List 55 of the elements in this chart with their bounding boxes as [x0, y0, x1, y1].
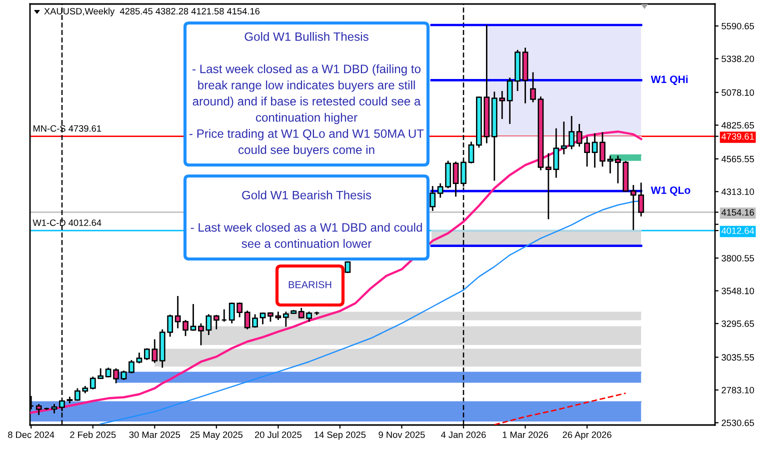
candlestick — [592, 132, 598, 168]
candlestick — [252, 314, 258, 328]
x-tick-label: 26 Apr 2026 — [562, 431, 612, 440]
candlestick — [206, 314, 212, 336]
x-tick-label: 25 May 2025 — [190, 431, 243, 440]
candlestick — [244, 310, 250, 330]
y-tick-label: 4313.10 — [721, 188, 754, 196]
y-tick-label: 4825.65 — [721, 122, 754, 129]
x-tick-label: 30 Mar 2025 — [129, 431, 180, 438]
candlestick — [530, 72, 536, 103]
annotation: BEARISH — [288, 281, 332, 288]
x-tick-label: 1 Mar 2026 — [502, 431, 548, 438]
y-tick-label: 3548.10 — [722, 288, 754, 294]
candlestick — [128, 359, 134, 374]
candlestick — [607, 155, 614, 174]
y-tick-label: 4012.64 — [721, 227, 754, 234]
x-tick-label: 14 Sep 2025 — [314, 431, 366, 440]
x-tick-label: 8 Dec 2024 — [8, 431, 54, 438]
line-series — [30, 130, 642, 414]
candlestick — [120, 370, 127, 381]
series-label: W1 QLo — [650, 186, 690, 196]
candlestick — [136, 352, 142, 364]
candlestick — [198, 322, 204, 346]
y-tick-label: 2783.10 — [722, 386, 754, 394]
x-tick-label: 4 Jan 2026 — [441, 431, 486, 438]
candlestick — [468, 141, 474, 164]
line-series — [494, 392, 626, 425]
candlestick — [600, 132, 606, 168]
text: Gold W1 Bullish Thesis - Last week closed as a W1 DBD (failing to break range low indicates buyers are still around) and if base is retested could see a continuation higher - Price trading at W1 QLo and W1 50MA UT could see buyers come in — [190, 32, 424, 156]
y-tick-label: 3800.55 — [722, 254, 754, 262]
y-tick-label: 5590.65 — [722, 22, 754, 30]
y-tick-label: 2530.65 — [722, 420, 754, 426]
candlestick — [36, 403, 42, 416]
candlestick — [190, 303, 196, 332]
y-tick-label: 4739.61 — [721, 133, 754, 140]
series-label: W1 QHi — [650, 75, 688, 86]
y-tick-label: 3035.55 — [722, 354, 754, 361]
y-tick-label: 5078.10 — [722, 89, 754, 96]
ref-line-label: MN-C-S 4739.61 — [33, 125, 102, 132]
y-tick-label: 4565.55 — [721, 156, 754, 162]
x-tick-label: 20 Jul 2025 — [254, 431, 302, 438]
candlestick — [221, 308, 228, 322]
candlestick — [260, 312, 266, 325]
chart-title: XAUUSD,Weekly 4285.45 4382.28 4121.58 4154.16 — [44, 8, 260, 16]
candlestick — [51, 403, 58, 414]
ref-line-label: W1-C-D 4012.64 — [32, 219, 102, 226]
candlestick — [452, 160, 459, 198]
candlestick — [213, 314, 220, 330]
y-tick-label: 4154.16 — [721, 209, 754, 216]
text: Gold W1 Bearish Thesis - Last week closed as a W1 DBD and could see a continuation lower — [190, 190, 422, 248]
y-tick-label: 5338.20 — [722, 56, 754, 62]
x-tick-label: 9 Nov 2025 — [378, 431, 425, 438]
x-tick-label: 2 Feb 2025 — [70, 431, 116, 438]
candlestick — [430, 185, 436, 212]
y-tick-label: 3295.65 — [722, 320, 754, 327]
